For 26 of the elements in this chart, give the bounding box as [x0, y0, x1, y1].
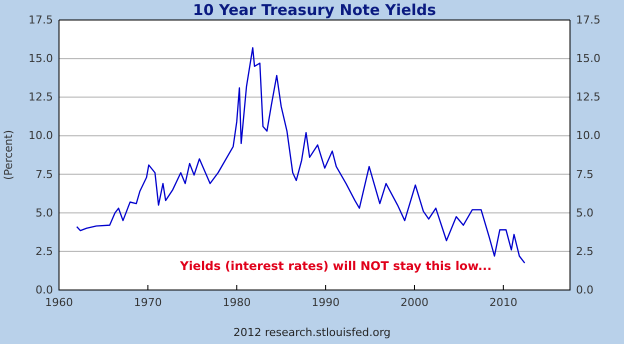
y-tick-label: 2.5	[36, 244, 53, 258]
y2-tick-label: 2.5	[576, 244, 594, 258]
y2-tick-label: 10.0	[576, 129, 600, 142]
y-tick-label: 0.0	[36, 284, 53, 297]
x-tick-label: 2000	[400, 296, 428, 309]
y-tick-label: 12.5	[28, 90, 53, 104]
y2-tick-label: 12.5	[576, 90, 600, 104]
y2-tick-label: 15.0	[576, 52, 600, 66]
chart-title: 10 Year Treasury Note Yields	[192, 1, 436, 19]
y2-tick-label: 17.5	[576, 14, 600, 27]
y-axis-title: (Percent)	[2, 130, 15, 180]
x-tick-label: 2010	[489, 296, 518, 309]
y-tick-label: 10.0	[28, 129, 53, 142]
x-tick-label: 1970	[134, 296, 162, 309]
y2-tick-label: 0.0	[576, 284, 594, 297]
y-tick-label: 15.0	[28, 52, 53, 66]
x-tick-label: 1960	[45, 296, 73, 309]
y-tick-label: 17.5	[28, 14, 53, 27]
text: 2012 research.stlouisfed.org	[233, 326, 391, 339]
y2-tick-label: 7.5	[576, 168, 594, 181]
x-tick-label: 1990	[312, 296, 340, 309]
y2-tick-label: 5.0	[576, 206, 594, 220]
y-tick-label: 5.0	[36, 206, 53, 220]
x-tick-label: 1980	[222, 296, 251, 309]
y-tick-label: 7.5	[36, 168, 53, 181]
annotation: Yields (interest rates) will NOT stay this low...	[179, 259, 492, 273]
